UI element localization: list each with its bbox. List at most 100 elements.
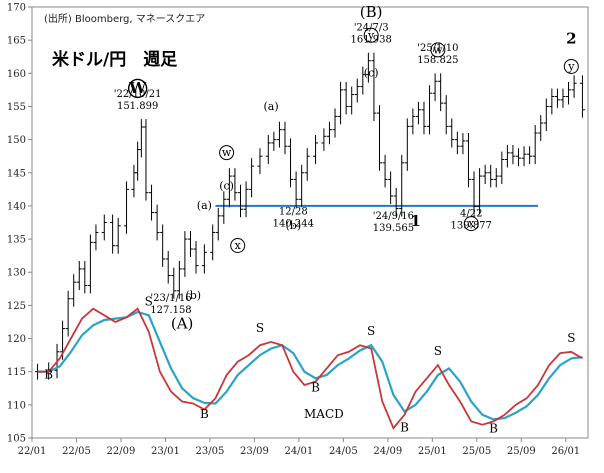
x-tick-label: 23/05 xyxy=(196,446,225,457)
price-bar xyxy=(454,131,460,155)
y-tick-label: 120 xyxy=(7,334,26,345)
wave-labels: W (A) (b) (a) w (c) x (a) (b) (B) y (c) 1 w x 2 y xyxy=(127,3,579,333)
price-bar xyxy=(538,115,544,141)
x-tick-label: 22/09 xyxy=(107,446,136,457)
price-bar xyxy=(449,118,455,148)
price-bar xyxy=(257,148,263,175)
price-bar xyxy=(232,168,238,201)
price-bar xyxy=(313,134,319,165)
price-bar xyxy=(243,181,249,218)
annotation-date: '24/7/3 xyxy=(354,22,389,33)
x-tick-label: 22/05 xyxy=(62,446,91,457)
price-bar xyxy=(571,75,577,98)
price-bar xyxy=(221,191,227,224)
annotation-date: 4/22 xyxy=(460,209,482,220)
annotation-value: 140.244 xyxy=(273,218,314,229)
price-bar xyxy=(421,101,427,135)
wave-label: 1 xyxy=(410,212,420,230)
wave-label-circle xyxy=(230,238,246,254)
price-bar xyxy=(87,234,93,294)
price-bar xyxy=(326,121,332,145)
price-bar xyxy=(271,131,277,151)
price-bar xyxy=(215,207,221,241)
macd-signals: B S B S B S B S B S xyxy=(44,294,575,435)
price-bar xyxy=(521,146,527,167)
axes: 105 110 115 120 125 130 135 140 145 150 155 160 165 1… xyxy=(7,3,580,458)
wave-label: (A) xyxy=(171,315,194,333)
price-bar xyxy=(282,121,288,155)
price-bar xyxy=(504,144,510,168)
price-bar xyxy=(160,224,166,267)
wave-label: (b) xyxy=(286,219,302,232)
price-bar xyxy=(477,168,483,215)
macd-signal-sell: S xyxy=(567,331,575,345)
x-tick-label: 22/01 xyxy=(18,446,47,457)
price-bar xyxy=(101,214,107,241)
price-bar xyxy=(210,224,216,261)
macd-signal-buy: B xyxy=(311,381,320,395)
price-bar xyxy=(532,125,538,165)
price-bar xyxy=(393,188,399,217)
y-tick-label: 115 xyxy=(7,367,26,378)
price-bar xyxy=(343,81,349,115)
macd-signal-sell: S xyxy=(367,324,375,338)
price-bar xyxy=(115,217,121,254)
price-bar xyxy=(410,108,416,135)
wave-label: (B) xyxy=(360,3,383,21)
macd-lines xyxy=(37,307,583,430)
annotation-date: '23/1/16 xyxy=(150,293,191,304)
price-bar xyxy=(493,168,499,188)
price-bar xyxy=(404,118,410,171)
y-tick-label: 135 xyxy=(7,235,26,246)
y-tick-label: 145 xyxy=(7,168,26,179)
macd-signal-sell: S xyxy=(256,321,264,335)
y-tick-label: 110 xyxy=(7,400,26,411)
wave-label-circle xyxy=(219,145,235,161)
annotation-value: 139.565 xyxy=(373,223,414,234)
macd-signal-buy: B xyxy=(200,407,209,421)
macd-signal-buy: B xyxy=(44,367,53,381)
annotation-date: '24/9/16 xyxy=(373,211,414,222)
price-bar xyxy=(415,101,421,125)
price-bar xyxy=(427,85,433,135)
y-tick-label: 105 xyxy=(7,434,26,445)
price-bar xyxy=(82,260,88,294)
annotation-value: 161.938 xyxy=(350,34,391,45)
price-bar xyxy=(110,214,116,254)
price-bar xyxy=(71,274,77,307)
x-tick-label: 26/01 xyxy=(551,446,580,457)
annotation-value: 139.877 xyxy=(451,221,492,232)
wave-label: y xyxy=(567,60,575,73)
y-tick-label: 130 xyxy=(7,268,26,279)
price-bar xyxy=(516,148,521,167)
annotation-value: 158.825 xyxy=(417,55,458,66)
wave-label-circle xyxy=(563,58,579,74)
x-tick-label: 25/05 xyxy=(462,446,491,457)
price-bar xyxy=(187,231,193,257)
price-bar xyxy=(460,132,466,155)
wave-label: w xyxy=(433,43,443,56)
plot-frame xyxy=(31,6,589,439)
price-bar xyxy=(482,164,488,185)
price-bar xyxy=(543,98,549,131)
y-tick-label: 125 xyxy=(7,301,26,312)
annotation-value: 151.899 xyxy=(117,101,158,112)
price-bar xyxy=(165,251,171,284)
price-bar xyxy=(304,148,310,181)
x-tick-label: 23/09 xyxy=(240,446,269,457)
x-tick-label: 24/09 xyxy=(373,446,402,457)
price-bar xyxy=(149,184,155,221)
price-bar xyxy=(65,290,71,337)
price-bar xyxy=(226,168,232,208)
wave-label-circle xyxy=(430,42,446,58)
price-bar xyxy=(388,171,394,204)
wave-label: w xyxy=(222,146,232,159)
price-bar xyxy=(321,128,327,151)
annotation-date: '25/1/10 xyxy=(417,43,458,54)
x-tick-label: 24/05 xyxy=(329,446,358,457)
price-bar xyxy=(488,164,494,188)
